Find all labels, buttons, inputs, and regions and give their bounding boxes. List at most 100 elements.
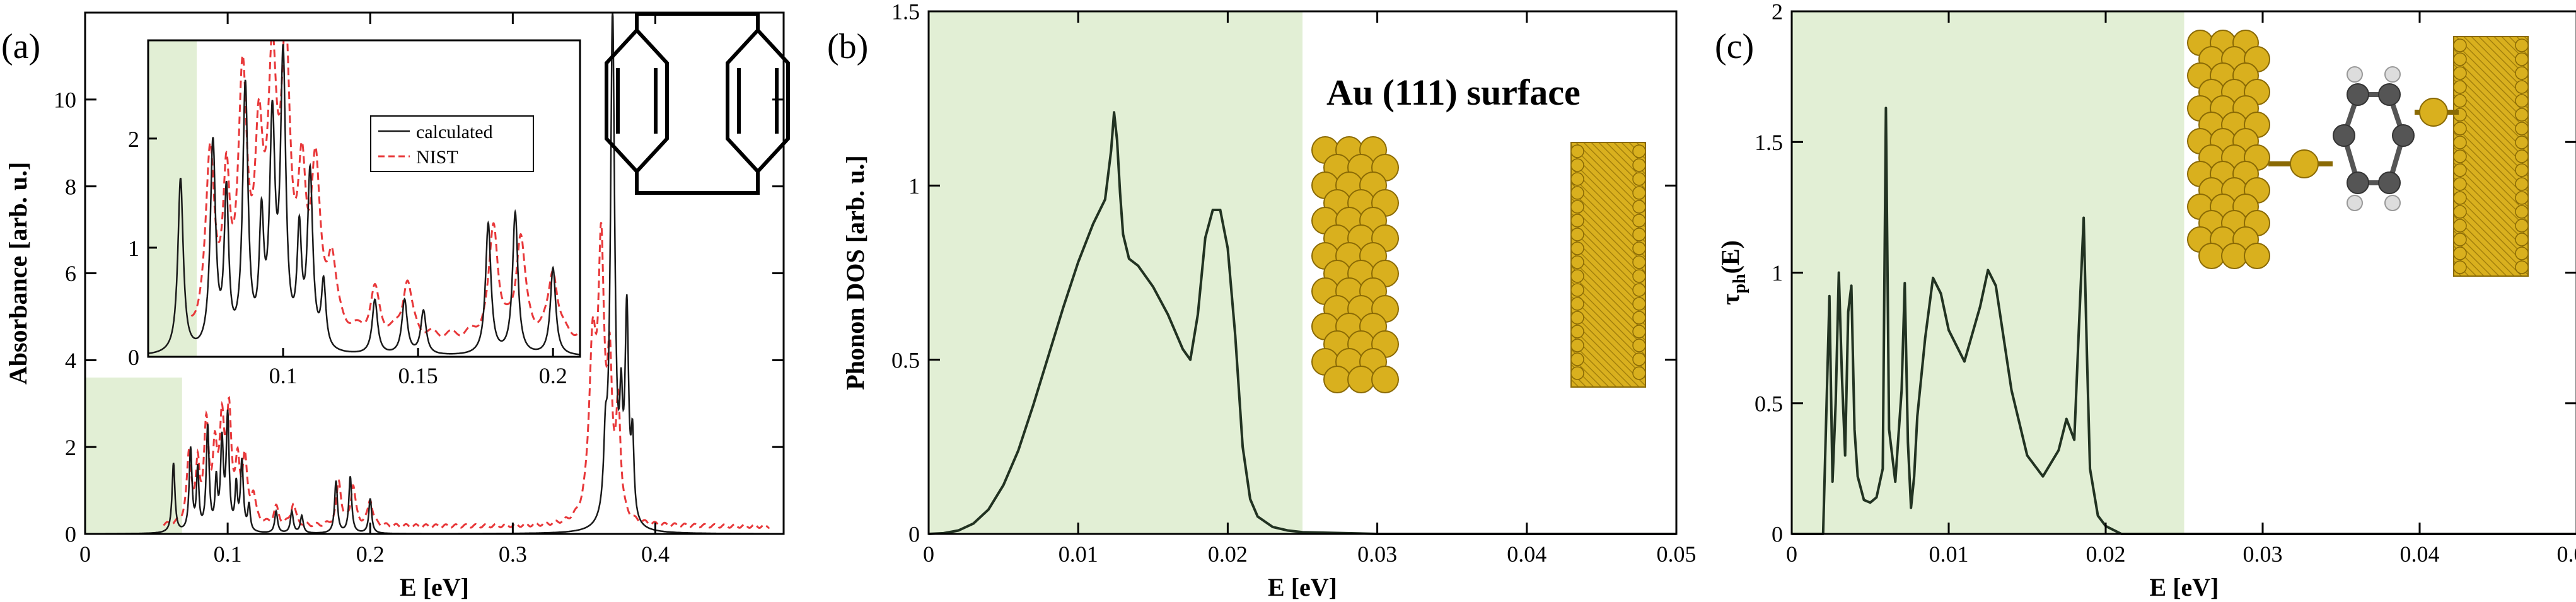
gold-slab-hatch <box>1575 142 1646 212</box>
gold-atom <box>1570 297 1584 311</box>
data-line <box>1792 107 2576 535</box>
inset-y-tick-label: 1 <box>128 236 139 261</box>
gold-atom <box>2453 177 2467 191</box>
x-axis-label: E [eV] <box>1268 573 1337 601</box>
shaded-region <box>85 377 182 534</box>
gold-atom <box>1632 311 1646 325</box>
gold-atom <box>2453 136 2467 149</box>
gold-atom <box>1632 144 1646 158</box>
gold-atom <box>2453 205 2467 219</box>
gold-atom <box>2453 149 2467 163</box>
gold-atom <box>1632 241 1646 255</box>
gold-atom <box>2515 149 2529 163</box>
plot-frame <box>927 10 1678 535</box>
gold-atom <box>1570 186 1584 200</box>
x-tick-label: 0.05 <box>2557 541 2576 567</box>
gold-atom <box>2453 219 2467 233</box>
x-tick-label: 0 <box>1786 541 1797 567</box>
gold-atom <box>1632 283 1646 297</box>
gold-atom <box>1570 366 1584 380</box>
gold-slab-hatch <box>2453 56 2529 132</box>
gold-atom <box>1570 311 1584 325</box>
sulfur-atom <box>2419 98 2448 127</box>
inset-x-tick-label: 0.1 <box>269 363 298 388</box>
gold-atom <box>2515 163 2529 177</box>
y-axis-label-subscript: ph <box>1730 274 1749 294</box>
gold-atom <box>2515 177 2529 191</box>
gold-atom <box>2453 163 2467 177</box>
bridge-top <box>635 12 760 30</box>
gold-atom <box>1570 228 1584 241</box>
x-tick-label: 0.05 <box>1657 541 1697 567</box>
panel-label: (b) <box>827 27 868 66</box>
inset-plot: 0.1 0.15 0.2 0 1 2 calculated NIST <box>128 39 581 388</box>
gold-atom <box>1632 228 1646 241</box>
x-tick-label: 0.02 <box>1208 541 1248 567</box>
gold-atom <box>2453 38 2467 52</box>
x-tick-label: 0.04 <box>2400 541 2440 567</box>
x-tick-label: 0.01 <box>1929 541 1969 567</box>
x-axis-label: E [eV] <box>2150 573 2219 601</box>
y-tick-label: 1 <box>1772 260 1783 286</box>
gold-atom <box>2515 246 2529 260</box>
gold-atom <box>1570 352 1584 366</box>
inset-x-tick-label: 0.2 <box>539 363 567 388</box>
y-tick-label: 2 <box>65 435 76 460</box>
y-tick-label: 8 <box>65 174 76 199</box>
x-tick-label: 0.02 <box>2086 541 2126 567</box>
x-tick-label: 0.3 <box>499 541 527 567</box>
gold-atom <box>1371 366 1399 393</box>
y-tick-label: 6 <box>65 261 76 286</box>
gold-atom <box>2515 260 2529 274</box>
gold-atom <box>1632 255 1646 269</box>
inset-x-tick-label: 0.15 <box>398 363 438 388</box>
shaded-region <box>929 11 1303 534</box>
hydrogen-atom <box>2384 195 2401 211</box>
y-axis-label: Phonon DOS [arb. u.] <box>841 155 869 390</box>
gold-slab-left <box>2187 30 2270 269</box>
y-tick-label: 0.5 <box>1755 391 1783 416</box>
gold-slab-right <box>1570 142 1646 388</box>
gold-atom <box>2453 80 2467 94</box>
x-tick-label: 0.2 <box>356 541 385 567</box>
gold-atom <box>2515 52 2529 66</box>
y-axis-label-tail: (E) <box>1716 240 1744 274</box>
gold-atom <box>2453 260 2467 274</box>
gold-atom <box>2453 122 2467 136</box>
gold-atom <box>1323 366 1351 393</box>
gold-atom <box>2515 191 2529 205</box>
gold-atom <box>1570 255 1584 269</box>
junction-structure <box>2187 30 2529 277</box>
gold-atom <box>1570 339 1584 352</box>
x-axis-label: E [eV] <box>400 573 469 601</box>
legend: calculated NIST <box>370 115 534 172</box>
x-tick-label: 0.1 <box>214 541 242 567</box>
gold-atom <box>1632 172 1646 186</box>
x-tick-label: 0.03 <box>1357 541 1397 567</box>
paracyclophane-structure <box>605 12 790 195</box>
gold-atom <box>1632 269 1646 283</box>
benzene-ring <box>605 27 669 175</box>
y-tick-label: 0 <box>908 522 920 547</box>
gold-slab-hatch <box>2524 36 2529 41</box>
hydrogen-atom <box>2347 195 2363 211</box>
gold-atom <box>2515 122 2529 136</box>
gold-atom <box>2515 94 2529 108</box>
panel-label: (c) <box>1715 27 1754 66</box>
gold-atom <box>1632 200 1646 214</box>
gold-atom <box>2453 246 2467 260</box>
gold-atom <box>1632 339 1646 352</box>
y-tick-label: 0 <box>65 522 76 547</box>
gold-slab-hatch <box>1570 190 1646 265</box>
carbon-atom <box>2378 171 2401 194</box>
gold-atom <box>2515 219 2529 233</box>
legend-label-calculated: calculated <box>416 122 493 142</box>
gold-atom <box>1570 325 1584 339</box>
gold-slab-hatch <box>2456 36 2529 109</box>
x-tick-label: 0.03 <box>2243 541 2283 567</box>
inset-y-tick-label: 0 <box>128 345 139 370</box>
inset-y-tick-label: 2 <box>128 127 139 152</box>
data-line <box>928 111 1676 535</box>
